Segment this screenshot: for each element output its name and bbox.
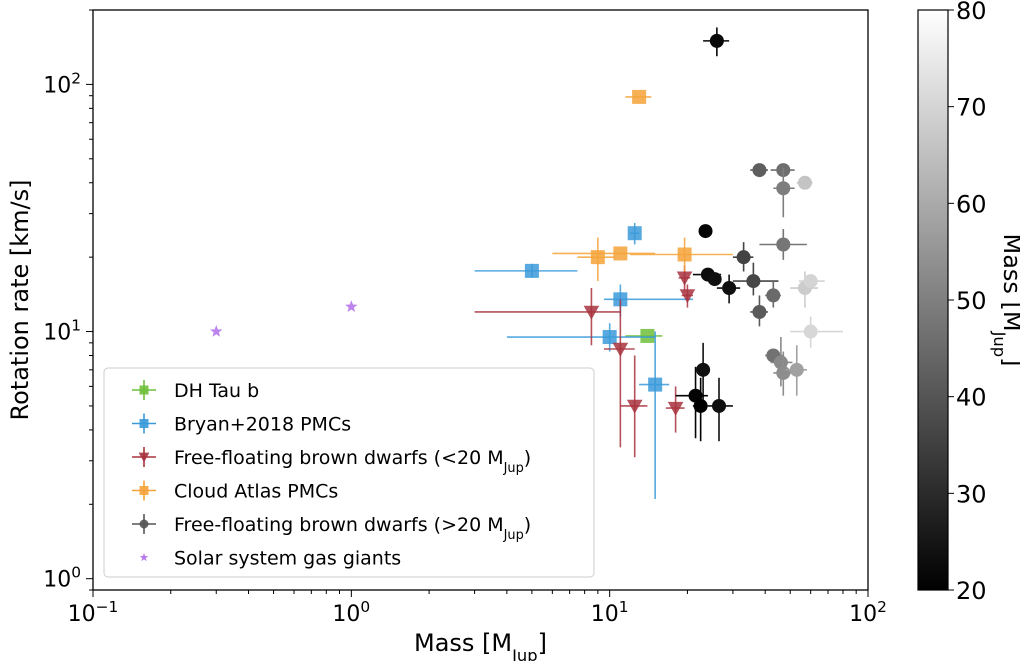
legend-marker xyxy=(139,385,149,395)
data-point xyxy=(676,271,693,286)
colorbar-tick-label: 20 xyxy=(956,577,987,605)
data-point xyxy=(696,362,711,377)
legend-entry: Free-floating brown dwarfs (<20 MJup) xyxy=(132,447,531,476)
legend-label: Bryan+2018 PMCs xyxy=(174,414,351,436)
legend-marker xyxy=(139,419,149,428)
data-point xyxy=(707,272,722,287)
data-point xyxy=(667,401,684,416)
data-point xyxy=(698,224,713,239)
colorbar-gradient xyxy=(917,9,949,591)
series-2 xyxy=(474,265,696,458)
data-point xyxy=(789,362,804,377)
colorbar-tick-label: 40 xyxy=(956,384,987,412)
data-point xyxy=(712,398,727,413)
data-point xyxy=(752,304,767,319)
data-point xyxy=(709,33,724,48)
data-point xyxy=(803,274,818,289)
legend-entry: Free-floating brown dwarfs (>20 MJup) xyxy=(132,514,531,543)
legend: DH Tau b Bryan+2018 PMCs Free-floating bro… xyxy=(103,367,595,578)
legend-marker xyxy=(139,553,149,562)
x-tick-label: 10−1 xyxy=(68,598,119,627)
legend-marker xyxy=(138,452,150,463)
legend-entry: Bryan+2018 PMCs xyxy=(132,413,351,436)
legend-entry: Cloud Atlas PMCs xyxy=(132,480,338,503)
data-point xyxy=(627,226,642,241)
x-axis-label: Mass [MJup] xyxy=(414,629,547,661)
series-3 xyxy=(552,89,733,282)
legend-box xyxy=(103,367,595,578)
legend-marker xyxy=(139,519,149,529)
series-4 xyxy=(675,27,843,442)
data-point xyxy=(583,305,600,320)
data-point xyxy=(746,274,761,289)
legend-label: Solar system gas giants xyxy=(174,548,401,570)
data-point xyxy=(590,250,605,265)
legend-marker xyxy=(139,486,149,495)
data-point xyxy=(640,328,655,343)
data-point xyxy=(626,399,643,414)
legend-entry: Solar system gas giants xyxy=(139,548,401,570)
data-point xyxy=(773,355,788,370)
data-point xyxy=(797,175,812,190)
legend-label: Cloud Atlas PMCs xyxy=(174,481,338,503)
data-point xyxy=(776,181,791,196)
data-point xyxy=(766,288,781,303)
x-tick-label: 100 xyxy=(332,598,370,627)
y-tick-label: 102 xyxy=(43,69,81,98)
legend-label: Free-floating brown dwarfs (>20 MJup) xyxy=(174,514,531,543)
series-0 xyxy=(625,328,663,343)
data-point xyxy=(677,247,692,262)
data-point xyxy=(752,163,767,178)
data-point xyxy=(776,365,791,380)
y-tick-label: 100 xyxy=(43,564,81,593)
x-tick-label: 102 xyxy=(849,598,887,627)
data-point xyxy=(679,289,696,304)
y-axis-label: Rotation rate [km/s] xyxy=(6,180,34,421)
data-point xyxy=(693,398,708,413)
data-point xyxy=(803,324,818,339)
colorbar: 20 30 40 50 60 70 80 Mass [MJup] xyxy=(917,0,1020,605)
legend-label: Free-floating brown dwarfs (<20 MJup) xyxy=(174,447,531,476)
plot-frame xyxy=(92,9,869,591)
data-point xyxy=(345,300,358,312)
legend-label: DH Tau b xyxy=(174,380,259,402)
data-point xyxy=(602,330,617,345)
colorbar-tick-label: 60 xyxy=(956,190,987,218)
data-point xyxy=(210,325,223,337)
x-tick-label: 101 xyxy=(591,598,629,627)
data-point xyxy=(613,246,628,261)
colorbar-tick-label: 30 xyxy=(956,480,987,508)
data-point xyxy=(612,342,629,357)
colorbar-tick-label: 80 xyxy=(956,0,987,25)
data-point xyxy=(722,281,737,296)
data-point xyxy=(736,250,751,265)
plot-area xyxy=(210,27,843,500)
data-point xyxy=(776,237,791,252)
colorbar-tick-label: 70 xyxy=(956,94,987,122)
series-5 xyxy=(210,300,358,337)
colorbar-label: Mass [MJup] xyxy=(991,233,1020,366)
data-point xyxy=(632,89,647,104)
colorbar-tick-label: 50 xyxy=(956,287,987,315)
data-point xyxy=(524,263,539,278)
y-tick-label: 101 xyxy=(43,317,81,346)
data-point xyxy=(648,377,663,392)
legend-entry: DH Tau b xyxy=(132,380,259,402)
axes: 10−1 100 101 102 100 101 102 Mass [MJup] Rotatio… xyxy=(6,9,887,661)
